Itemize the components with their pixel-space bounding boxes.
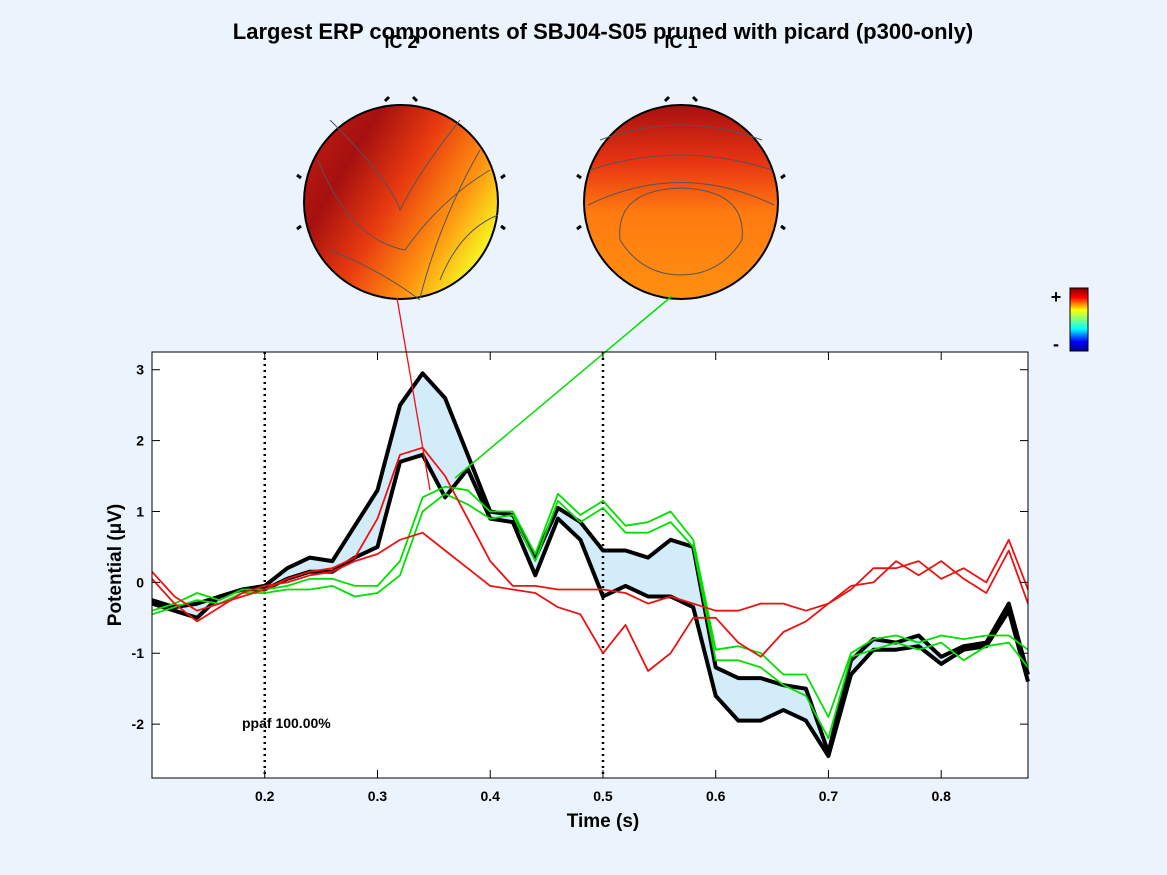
x-axis-label: Time (s): [567, 811, 640, 832]
x-tick-label: 0.8: [931, 788, 951, 804]
x-tick-label: 0.5: [593, 788, 613, 804]
y-tick-label: 3: [136, 362, 144, 378]
envelope-line: [151, 446, 1029, 612]
y-tick-label: 0: [136, 574, 144, 590]
axes-box: [151, 351, 1029, 779]
envelope-line: [151, 371, 1030, 755]
colorbar-label: -: [1053, 334, 1059, 354]
topoplot: [296, 95, 786, 301]
topo-label: IC 2: [384, 32, 417, 52]
chart-title: Largest ERP components of SBJ04-S05 prun…: [233, 19, 973, 44]
envelope-line: [151, 485, 1029, 718]
connector: [396, 297, 431, 491]
envelope-line: [151, 492, 1029, 740]
y-tick-label: 1: [136, 503, 144, 519]
y-tick-label: -2: [132, 716, 145, 732]
topo-label: IC 1: [664, 32, 697, 52]
colorbar: [1069, 287, 1089, 352]
y-tick-label: 2: [136, 433, 144, 449]
colorbar-label: +: [1051, 287, 1062, 307]
plot: [151, 352, 1030, 778]
y-axis-label: Potential (μV): [105, 504, 126, 626]
envelope-fill: [152, 373, 1028, 757]
annotation: ppaf 100.00%: [242, 715, 331, 731]
x-tick-label: 0.6: [706, 788, 726, 804]
x-tick-label: 0.3: [368, 788, 388, 804]
x-tick-label: 0.4: [480, 788, 500, 804]
envelope-line: [151, 531, 1029, 672]
x-tick-label: 0.2: [255, 788, 275, 804]
x-tick-label: 0.7: [819, 788, 839, 804]
y-tick-label: -1: [132, 645, 145, 661]
connector: [454, 295, 673, 479]
